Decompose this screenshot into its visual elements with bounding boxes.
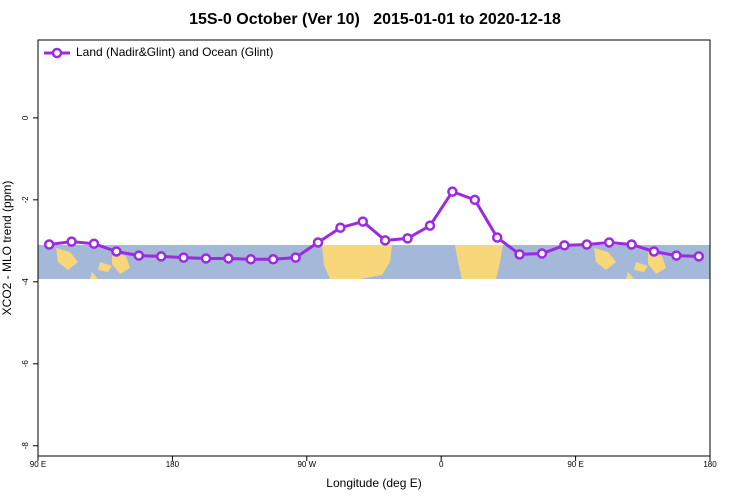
x-tick-label: 90 E: [30, 460, 46, 469]
point: [335, 222, 346, 233]
point: [536, 248, 548, 259]
point: [424, 220, 436, 231]
y-tick-label: -4: [21, 278, 30, 286]
legend-marker: [51, 47, 63, 59]
x-tick-label: 180: [166, 460, 180, 469]
y-tick-label: -2: [21, 196, 30, 204]
point: [671, 250, 682, 261]
point: [581, 239, 593, 250]
point: [469, 194, 481, 206]
point: [133, 250, 145, 261]
point: [491, 232, 503, 243]
point: [178, 252, 189, 263]
plot-frame: [37, 39, 711, 457]
point: [379, 235, 391, 246]
legend-label: Land (Nadir&Glint) and Ocean (Glint): [76, 45, 273, 59]
point: [514, 249, 525, 260]
y-axis-label: XCO2 - MLO trend (ppm): [0, 181, 14, 316]
point: [223, 253, 234, 264]
map-strip: [38, 245, 710, 279]
point: [648, 246, 660, 257]
x-tick-label: 180: [703, 460, 717, 469]
point: [43, 239, 55, 250]
point: [88, 238, 100, 249]
point: [447, 186, 458, 197]
point: [312, 237, 324, 248]
point: [66, 236, 77, 247]
point: [693, 251, 705, 262]
y-tick-label: -8: [21, 442, 30, 450]
point: [267, 254, 279, 265]
point: [155, 251, 167, 262]
y-tick-label: -6: [21, 360, 30, 368]
x-tick-label: 90 W: [297, 460, 316, 469]
point: [603, 237, 615, 248]
point: [200, 253, 212, 264]
point: [245, 254, 257, 265]
point: [111, 246, 122, 257]
x-tick-label: 90 E: [567, 460, 583, 469]
point: [559, 240, 570, 251]
x-tick-label: 0: [439, 460, 444, 469]
point: [357, 216, 369, 227]
chart-title: 15S-0 October (Ver 10) 2015-01-01 to 202…: [189, 11, 561, 28]
point: [290, 252, 301, 263]
point: [402, 233, 413, 244]
x-axis-label: Longitude (deg E): [326, 476, 421, 490]
point: [626, 239, 637, 250]
y-tick-label: 0: [21, 115, 30, 120]
